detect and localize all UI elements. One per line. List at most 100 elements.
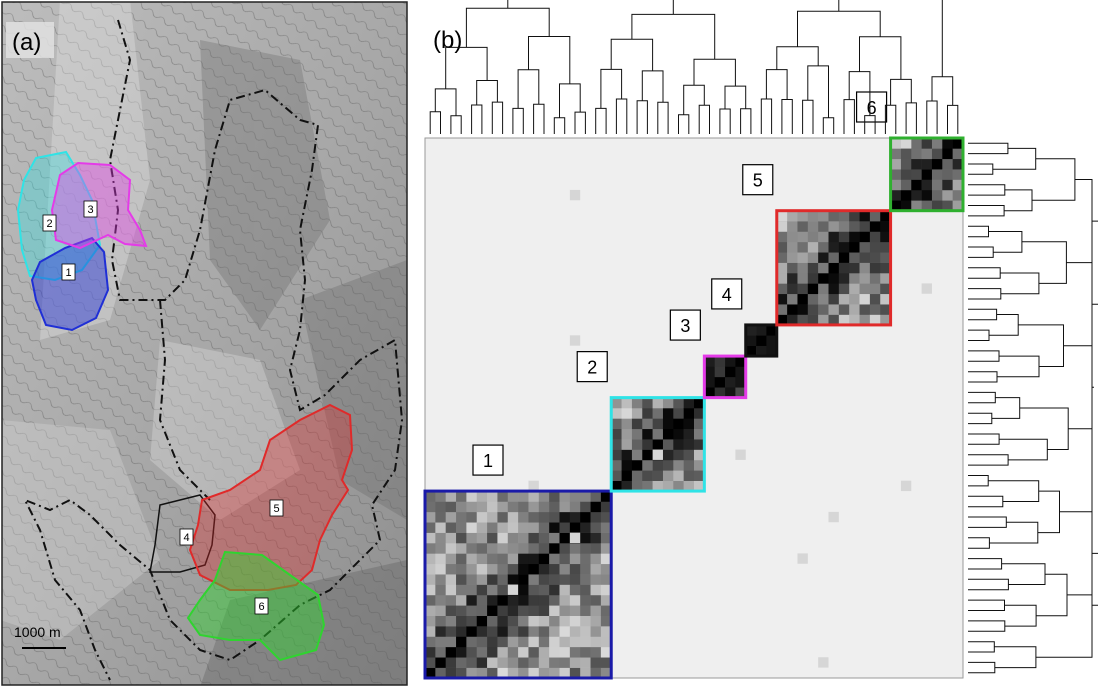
- matrix-cell: [549, 491, 560, 502]
- matrix-cell: [611, 397, 622, 409]
- map-zones: [16, 150, 354, 662]
- matrix-cell: [600, 501, 612, 513]
- matrix-cell: [662, 449, 674, 461]
- matrix-cell: [528, 646, 540, 658]
- matrix-cell: [569, 553, 581, 565]
- matrix-cell: [859, 283, 871, 295]
- dendrogram-branch: [528, 36, 571, 84]
- matrix-cell: [890, 158, 902, 170]
- matrix-cell: [559, 594, 571, 606]
- dendrogram-branch: [968, 308, 998, 321]
- cluster-box: [609, 396, 706, 493]
- matrix-cell: [580, 615, 591, 627]
- matrix-cell: [735, 376, 747, 388]
- dendrogram-branch: [999, 438, 1048, 461]
- cluster-box: [744, 323, 779, 358]
- matrix-cell: [528, 605, 540, 616]
- matrix-cell: [528, 511, 540, 523]
- matrix-cell: [445, 532, 457, 544]
- matrix-cell: [952, 189, 964, 201]
- matrix-cell: [569, 636, 581, 648]
- matrix-cell: [590, 511, 602, 523]
- matrix-cell: [435, 553, 446, 565]
- matrix-cell: [952, 179, 964, 191]
- matrix-cell: [652, 480, 664, 492]
- matrix-cell: [776, 241, 788, 253]
- matrix-cell: [776, 314, 788, 326]
- matrix-cell: [569, 335, 581, 346]
- matrix-cell: [466, 605, 478, 616]
- matrix-cell: [549, 511, 560, 523]
- matrix-cell: [549, 553, 560, 565]
- matrix-cell: [611, 418, 622, 430]
- matrix-cell: [425, 594, 436, 606]
- matrix-cell: [797, 221, 809, 232]
- matrix-cell: [580, 626, 591, 637]
- matrix-cell: [456, 605, 467, 616]
- matrix-cell: [518, 563, 529, 575]
- matrix-cell: [931, 158, 943, 170]
- matrix-cell: [776, 221, 788, 232]
- matrix-cell: [445, 584, 457, 596]
- matrix-cell: [580, 532, 591, 544]
- matrix-cell: [580, 574, 591, 585]
- matrix-cell: [476, 584, 488, 596]
- matrix-cell: [714, 356, 726, 367]
- matrix-cell: [538, 667, 550, 679]
- dendrogram-branch: [968, 412, 993, 425]
- matrix-cell: [518, 532, 529, 544]
- cluster-boxes: [423, 136, 965, 680]
- matrix-cell: [797, 304, 809, 315]
- matrix-cell: [425, 501, 436, 513]
- matrix-cell: [942, 138, 953, 149]
- dendrogram-branch: [968, 599, 1005, 611]
- matrix-cell: [756, 345, 767, 357]
- matrix-cell: [445, 646, 457, 658]
- dendrogram-branch: [1091, 303, 1098, 606]
- matrix-cell: [559, 636, 571, 648]
- matrix-cell: [828, 293, 840, 305]
- matrix-cell: [869, 293, 881, 305]
- matrix-cell: [466, 553, 478, 565]
- matrix-cell: [528, 491, 540, 502]
- matrix-cell: [497, 605, 509, 616]
- matrix-cell: [807, 221, 819, 232]
- matrix-cell: [425, 563, 436, 575]
- matrix-cell: [569, 584, 581, 596]
- matrix-cell: [590, 657, 602, 668]
- matrix-cell: [931, 179, 943, 191]
- matrix-cell: [776, 210, 788, 222]
- matrix-cell: [549, 522, 560, 533]
- dendrogram-branch: [859, 36, 902, 80]
- matrix-cell: [569, 501, 581, 513]
- matrix-cell: [538, 563, 550, 575]
- matrix-cell: [497, 667, 509, 679]
- matrix-cell: [642, 470, 653, 481]
- matrix-cell: [787, 241, 798, 253]
- matrix-cell: [507, 626, 519, 637]
- matrix-cell: [818, 657, 829, 668]
- cluster-labels: 1 2 3 4 5 6: [472, 91, 888, 476]
- matrix-cell: [849, 293, 860, 305]
- matrix-cell: [580, 522, 591, 533]
- matrix-cell: [849, 262, 860, 274]
- matrix-cell: [497, 584, 509, 596]
- matrix-cell: [425, 626, 436, 637]
- matrix-cell: [662, 428, 674, 440]
- matrix-cell: [787, 231, 798, 243]
- matrix-cell: [662, 439, 674, 450]
- matrix-cell: [580, 594, 591, 606]
- matrix-cell: [818, 262, 829, 274]
- matrix-cell: [497, 511, 509, 523]
- matrix-cell: [549, 605, 560, 616]
- dendrogram-branch: [724, 85, 747, 109]
- matrix-cell: [859, 241, 871, 253]
- terrain-shading: [2, 2, 407, 685]
- matrix-cell: [631, 439, 643, 450]
- matrix-cell: [538, 626, 550, 637]
- matrix-cell: [435, 657, 446, 668]
- matrix-cell: [911, 138, 922, 149]
- matrix-cell: [445, 605, 457, 616]
- dendrogram-branch: [429, 111, 441, 134]
- matrix-cell: [445, 501, 457, 513]
